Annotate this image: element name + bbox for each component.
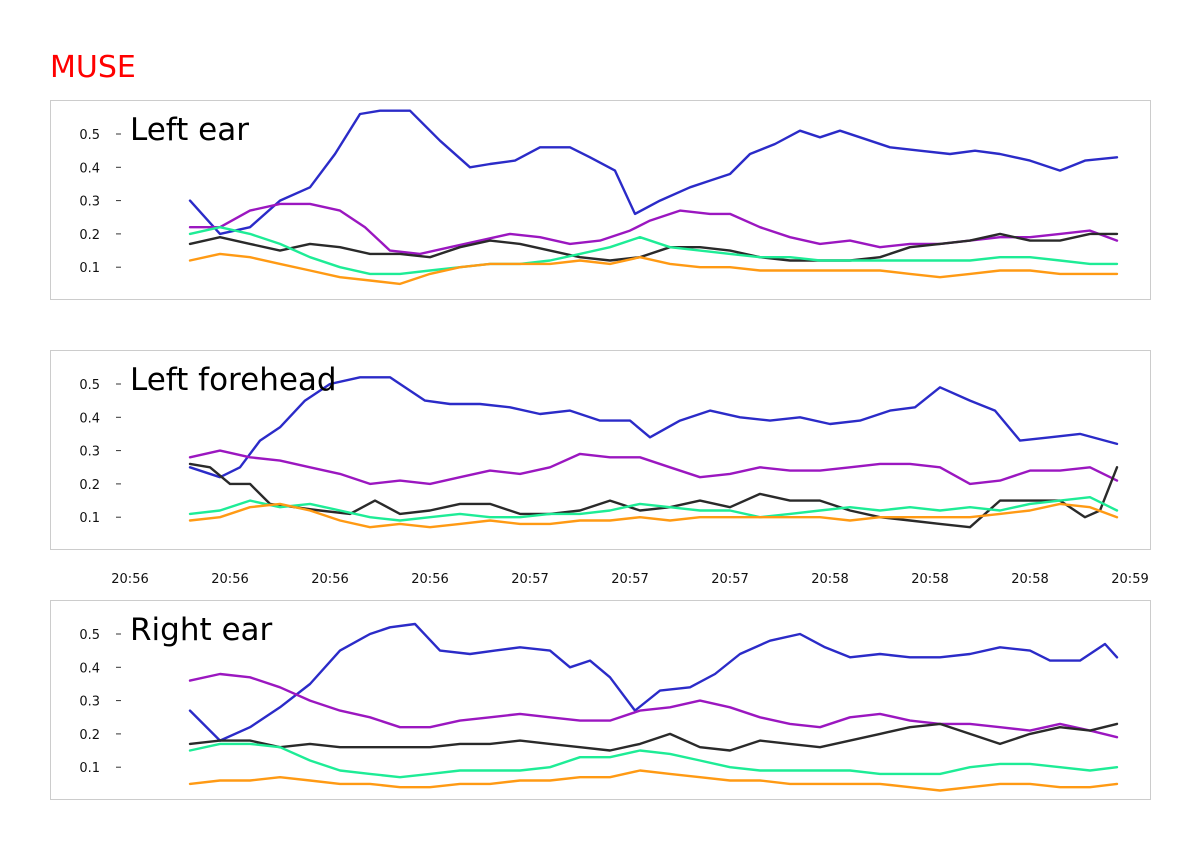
y-tick-label: 0.3: [79, 445, 100, 460]
series-line-0: [188, 622, 1119, 742]
x-tick-label: 20:57: [711, 572, 748, 587]
panel-1: 0.1 0.2 0.3 0.4 0.5 Left forehead: [50, 350, 1151, 550]
app-title: MUSE: [50, 50, 136, 85]
panel-title: Right ear: [130, 612, 273, 648]
x-tick-label: 20:58: [1011, 572, 1048, 587]
panel-0: 0.1 0.2 0.3 0.4 0.5 Left ear: [50, 100, 1151, 300]
y-tick-label: 0.1: [79, 261, 100, 276]
series-line-1: [188, 449, 1119, 486]
x-tick-label: 20:57: [511, 572, 548, 587]
series-line-3: [188, 225, 1119, 276]
y-tick-label: 0.2: [79, 728, 100, 743]
series-line-2: [188, 462, 1119, 529]
panels-layer: 0.1 0.2 0.3 0.4 0.5 Left ear 0.1 0.2 0.3 0.4 0.5 Le…: [50, 100, 1151, 800]
series-line-3: [188, 496, 1119, 522]
y-tick-label: 0.4: [79, 411, 100, 426]
series-line-4: [188, 769, 1119, 792]
series-line-4: [188, 502, 1119, 529]
x-tick-label: 20:58: [811, 572, 848, 587]
y-tick-label: 0.4: [79, 661, 100, 676]
series-line-1: [188, 672, 1119, 739]
series-line-3: [188, 742, 1119, 779]
panel-title: Left ear: [130, 112, 249, 148]
series-group: [188, 109, 1119, 286]
series-line-0: [188, 376, 1119, 479]
panel-2: 0.1 0.2 0.3 0.4 0.5 Right ear: [50, 600, 1151, 800]
series-group: [188, 622, 1119, 792]
y-tick-label: 0.1: [79, 761, 100, 776]
y-tick-label: 0.1: [79, 511, 100, 526]
y-tick-label: 0.4: [79, 161, 100, 176]
series-line-2: [188, 722, 1119, 752]
series-line-4: [188, 252, 1119, 286]
panel-frame: [50, 100, 1151, 300]
y-tick-label: 0.2: [79, 478, 100, 493]
x-tick-label: 20:56: [311, 572, 348, 587]
x-axis: 20:56 20:56 20:56 20:56 20:57 20:57 20:57 20:58…: [111, 572, 1148, 587]
y-tick-label: 0.5: [79, 128, 100, 143]
x-tick-label: 20:56: [411, 572, 448, 587]
panel-title: Left forehead: [130, 362, 337, 398]
y-tick-label: 0.3: [79, 195, 100, 210]
series-line-0: [188, 109, 1119, 236]
x-tick-label: 20:58: [911, 572, 948, 587]
y-tick-label: 0.5: [79, 628, 100, 643]
series-line-2: [188, 232, 1119, 262]
x-tick-label: 20:59: [1111, 572, 1148, 587]
x-tick-label: 20:56: [211, 572, 248, 587]
x-tick-label: 20:57: [611, 572, 648, 587]
x-tick-label: 20:56: [111, 572, 148, 587]
y-tick-label: 0.2: [79, 228, 100, 243]
series-group: [188, 376, 1119, 529]
y-tick-label: 0.3: [79, 695, 100, 710]
panel-frame: [50, 600, 1151, 800]
y-tick-label: 0.5: [79, 378, 100, 393]
